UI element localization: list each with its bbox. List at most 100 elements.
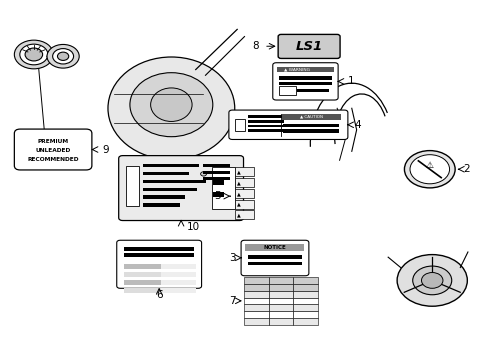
Text: PREMIUM: PREMIUM	[38, 139, 68, 144]
Bar	[244, 291, 268, 298]
Bar	[212, 180, 224, 185]
Bar	[203, 177, 229, 180]
Bar	[268, 291, 293, 298]
Text: ▲: ▲	[237, 212, 241, 217]
Text: 6: 6	[156, 291, 162, 301]
Bar	[296, 89, 328, 92]
Bar	[124, 253, 194, 257]
Bar	[248, 255, 301, 259]
Circle shape	[409, 155, 448, 184]
Circle shape	[200, 172, 206, 176]
Bar	[268, 298, 293, 305]
FancyBboxPatch shape	[272, 63, 337, 100]
Ellipse shape	[150, 88, 192, 121]
Text: 2: 2	[462, 164, 468, 174]
Ellipse shape	[130, 73, 212, 137]
Bar	[293, 277, 317, 284]
FancyBboxPatch shape	[14, 129, 92, 170]
Circle shape	[47, 44, 79, 68]
Bar	[143, 172, 189, 175]
Bar	[203, 164, 229, 167]
Bar	[247, 120, 283, 123]
Bar	[247, 130, 283, 132]
Bar	[244, 311, 268, 318]
Text: UNLEADED: UNLEADED	[36, 148, 71, 153]
Text: RECOMMENDED: RECOMMENDED	[27, 157, 79, 162]
Bar	[293, 298, 317, 305]
Ellipse shape	[108, 57, 234, 159]
Bar	[234, 211, 254, 220]
Bar	[161, 264, 195, 269]
Bar	[124, 280, 194, 285]
Bar	[203, 171, 229, 174]
Bar	[212, 192, 224, 197]
Bar	[211, 167, 234, 209]
Bar	[268, 318, 293, 325]
Text: ▲: ▲	[237, 170, 241, 175]
Text: 1: 1	[347, 76, 353, 86]
Bar	[143, 203, 179, 207]
Bar	[161, 272, 195, 277]
Bar	[199, 185, 207, 212]
Bar	[293, 318, 317, 325]
Bar	[293, 305, 317, 311]
Circle shape	[58, 52, 69, 60]
Bar	[281, 114, 341, 120]
Text: ▲ WARNING: ▲ WARNING	[283, 68, 309, 72]
Bar	[277, 67, 333, 72]
Text: ▲: ▲	[237, 180, 241, 185]
Circle shape	[396, 255, 467, 306]
Bar	[268, 277, 293, 284]
Circle shape	[412, 266, 451, 295]
FancyBboxPatch shape	[278, 35, 339, 58]
Bar	[234, 200, 254, 209]
Bar	[143, 180, 206, 183]
Circle shape	[25, 48, 42, 61]
FancyBboxPatch shape	[228, 110, 347, 139]
Text: 7: 7	[228, 296, 235, 306]
Bar	[279, 86, 295, 95]
Text: ▲ CAUTION: ▲ CAUTION	[300, 115, 323, 119]
Text: 10: 10	[186, 222, 200, 231]
Circle shape	[53, 49, 73, 64]
Bar	[268, 284, 293, 291]
Bar	[293, 311, 317, 318]
Bar	[244, 305, 268, 311]
Bar	[279, 76, 331, 80]
Bar	[247, 116, 283, 118]
Bar	[234, 167, 254, 176]
Text: ⚠: ⚠	[425, 161, 433, 170]
Bar	[247, 125, 283, 127]
Bar	[124, 247, 194, 251]
Bar	[124, 272, 194, 277]
Circle shape	[421, 273, 442, 288]
Bar	[268, 305, 293, 311]
Bar	[234, 189, 254, 198]
Bar	[245, 244, 304, 251]
Bar	[161, 280, 195, 285]
Text: NOTICE: NOTICE	[263, 245, 286, 250]
Bar	[244, 277, 268, 284]
Circle shape	[197, 170, 209, 178]
Bar	[234, 178, 254, 187]
Bar	[234, 119, 245, 131]
Bar	[244, 284, 268, 291]
Text: 4: 4	[354, 120, 361, 130]
Text: LS1: LS1	[295, 40, 322, 53]
Circle shape	[20, 44, 48, 65]
Text: ▲: ▲	[237, 191, 241, 196]
Bar	[161, 288, 195, 293]
Text: 9: 9	[102, 144, 109, 154]
Text: 3: 3	[228, 253, 235, 263]
Bar	[293, 284, 317, 291]
Bar	[268, 311, 293, 318]
Bar	[282, 130, 338, 133]
Text: 5: 5	[214, 191, 221, 201]
Bar	[124, 264, 194, 269]
Bar	[143, 164, 199, 167]
FancyBboxPatch shape	[117, 240, 201, 288]
Bar	[124, 288, 194, 293]
FancyBboxPatch shape	[196, 166, 210, 219]
Bar	[248, 262, 301, 265]
FancyBboxPatch shape	[119, 156, 243, 221]
